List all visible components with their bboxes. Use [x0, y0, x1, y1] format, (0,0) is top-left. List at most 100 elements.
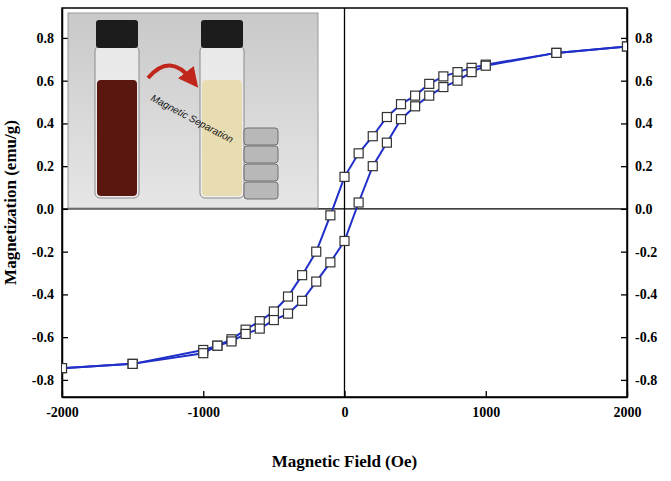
- marker: [199, 349, 208, 358]
- marker: [284, 309, 293, 318]
- marker: [453, 76, 462, 85]
- marker: [340, 236, 349, 245]
- marker: [552, 48, 561, 57]
- tick: 0.2: [621, 159, 653, 174]
- magnet: [244, 146, 278, 163]
- tick-mark: [486, 391, 487, 397]
- tick-label: 0.0: [37, 202, 55, 217]
- tick-mark: [621, 81, 627, 82]
- tick: -0.6: [621, 330, 657, 345]
- tick-mark: [62, 123, 68, 124]
- vial-cap: [96, 20, 138, 48]
- tick-label: 2000: [614, 405, 642, 420]
- vial: [200, 20, 244, 198]
- annotation: Magnetic Separation: [149, 92, 236, 145]
- tick: 1000: [472, 391, 500, 420]
- marker: [425, 91, 434, 100]
- tick-mark: [62, 38, 68, 39]
- marker: [623, 42, 628, 51]
- tick-label: -0.2: [635, 245, 657, 260]
- chart: -2000-1000010002000-0.8-0.6-0.4-0.20.00.…: [0, 0, 671, 481]
- marker: [269, 316, 278, 325]
- marker: [439, 83, 448, 92]
- tick-mark: [621, 252, 627, 253]
- tick: -0.2: [32, 245, 68, 260]
- x-axis: -2000-1000010002000: [46, 391, 641, 420]
- inset-arrow: [148, 65, 192, 80]
- marker: [284, 292, 293, 301]
- tick: -0.6: [32, 330, 68, 345]
- inset-background: [68, 13, 318, 208]
- tick-mark: [621, 123, 627, 124]
- marker: [467, 68, 476, 77]
- marker: [269, 307, 278, 316]
- tick-label: -2000: [46, 405, 79, 420]
- tick-label: -0.6: [635, 330, 657, 345]
- tick: -0.4: [621, 287, 657, 302]
- marker: [354, 149, 363, 158]
- marker: [298, 296, 307, 305]
- tick: 0.4: [621, 116, 653, 131]
- tick: -0.8: [32, 373, 68, 388]
- tick-mark: [62, 166, 68, 167]
- tick: -0.2: [621, 245, 657, 260]
- tick-label: -0.4: [635, 287, 657, 302]
- marker: [241, 329, 250, 338]
- tick: 0.8: [37, 31, 69, 46]
- inset-photo: Magnetic Separation: [68, 13, 318, 208]
- marker: [128, 359, 137, 368]
- marker: [213, 341, 222, 350]
- marker: [62, 364, 67, 373]
- tick-mark: [621, 166, 627, 167]
- y2-axis: -0.8-0.6-0.4-0.20.00.20.40.60.8: [621, 9, 657, 398]
- tick-label: 0.4: [37, 116, 55, 131]
- tick: -0.8: [621, 373, 657, 388]
- tick-mark: [621, 38, 627, 39]
- tick-label: -0.2: [32, 245, 54, 260]
- marker: [298, 271, 307, 280]
- y-axis-title: Magnetization (emu/g): [1, 120, 20, 285]
- magnet: [244, 164, 278, 181]
- marker: [368, 162, 377, 171]
- tick-label: 0.4: [635, 116, 653, 131]
- tick-label: -0.8: [635, 373, 657, 388]
- tick-label: 0.8: [37, 31, 55, 46]
- tick-mark: [62, 294, 68, 295]
- vial: [95, 20, 139, 198]
- vial-glass: [95, 46, 139, 198]
- tick-mark: [621, 337, 627, 338]
- x-axis-title: Magnetic Field (Oe): [272, 452, 417, 471]
- tick: 0.4: [37, 116, 69, 131]
- tick: -0.4: [32, 287, 68, 302]
- tick-mark: [62, 81, 68, 82]
- marker: [312, 247, 321, 256]
- tick-label: -0.8: [32, 373, 54, 388]
- y-axis: -0.8 -0.6 -0.4 -0.2 0.0 0.2 0.4 0.6 0.8: [32, 9, 68, 398]
- plot-area: [62, 42, 627, 373]
- zero-line: [344, 8, 345, 397]
- plot-frame: [62, 8, 627, 397]
- tick-label: -0.6: [32, 330, 54, 345]
- marker: [453, 68, 462, 77]
- magnet: [244, 128, 278, 145]
- tick-label: -1000: [187, 405, 220, 420]
- tick-label: -0.4: [32, 287, 54, 302]
- tick: 0.2: [37, 159, 69, 174]
- tick-label: 0.2: [635, 159, 653, 174]
- tick-mark: [62, 380, 68, 381]
- marker: [227, 337, 236, 346]
- tick-mark: [621, 380, 627, 381]
- vial-cap: [201, 20, 243, 48]
- series-line: [62, 46, 627, 368]
- marker: [552, 48, 561, 57]
- series-line: [62, 46, 627, 368]
- tick-label: 0.8: [635, 31, 653, 46]
- tick-label: 1000: [472, 405, 500, 420]
- marker: [382, 113, 391, 122]
- marker: [481, 61, 490, 70]
- tick: 0.6: [37, 74, 69, 89]
- marker: [340, 172, 349, 181]
- marker: [128, 359, 137, 368]
- axis-line: [627, 9, 629, 398]
- marker: [397, 100, 406, 109]
